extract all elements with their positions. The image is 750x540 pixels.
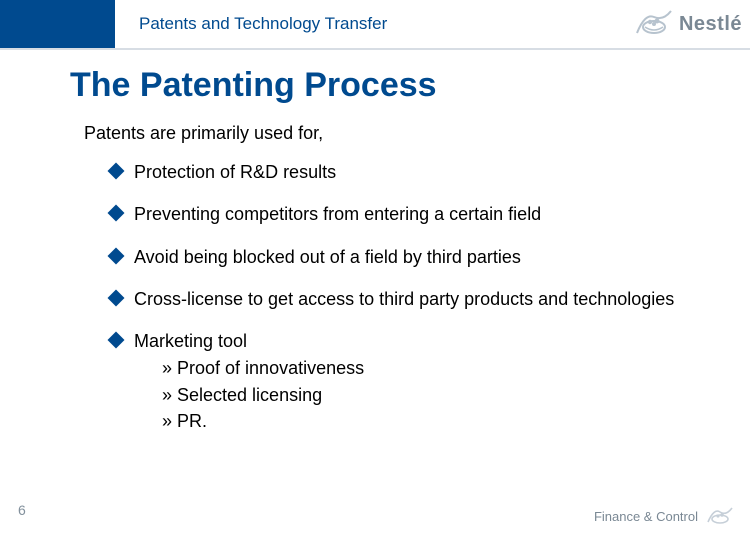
header-blue-block [0, 0, 115, 48]
bullet-marker-icon [108, 332, 125, 349]
slide-content: The Patenting Process Patents are primar… [0, 48, 750, 434]
list-item: Marketing tool » Proof of innovativeness… [110, 329, 690, 434]
list-item: Avoid being blocked out of a field by th… [110, 245, 690, 269]
footer-nest-icon [706, 504, 734, 528]
slide-footer: Finance & Control [594, 504, 734, 528]
intro-text: Patents are primarily used for, [70, 123, 690, 144]
slide-title: The Patenting Process [70, 66, 690, 105]
brand-logo: Nestlé [633, 3, 750, 45]
header-section-title: Patents and Technology Transfer [115, 14, 633, 34]
slide-header: Patents and Technology Transfer Nestlé [0, 0, 750, 48]
bullet-marker-icon [108, 289, 125, 306]
sub-list: » Proof of innovativeness » Selected lic… [134, 355, 364, 433]
bullet-text: Marketing tool » Proof of innovativeness… [134, 329, 364, 434]
bullet-text: Protection of R&D results [134, 160, 336, 184]
bullet-text: Avoid being blocked out of a field by th… [134, 245, 521, 269]
nest-icon [633, 3, 675, 45]
brand-wordmark: Nestlé [679, 13, 742, 36]
bullet-marker-icon [108, 163, 125, 180]
list-item: Preventing competitors from entering a c… [110, 202, 690, 226]
footer-label: Finance & Control [594, 509, 698, 524]
sub-item: » Selected licensing [162, 382, 364, 408]
bullet-text: Preventing competitors from entering a c… [134, 202, 541, 226]
bullet-marker-icon [108, 205, 125, 222]
list-item: Cross-license to get access to third par… [110, 287, 690, 311]
bullet-text-label: Marketing tool [134, 331, 247, 351]
bullet-text: Cross-license to get access to third par… [134, 287, 674, 311]
sub-item: » Proof of innovativeness [162, 355, 364, 381]
bullet-marker-icon [108, 247, 125, 264]
page-number: 6 [18, 502, 26, 518]
list-item: Protection of R&D results [110, 160, 690, 184]
header-underline [0, 48, 750, 50]
sub-item: » PR. [162, 408, 364, 434]
bullet-list: Protection of R&D results Preventing com… [70, 160, 690, 434]
